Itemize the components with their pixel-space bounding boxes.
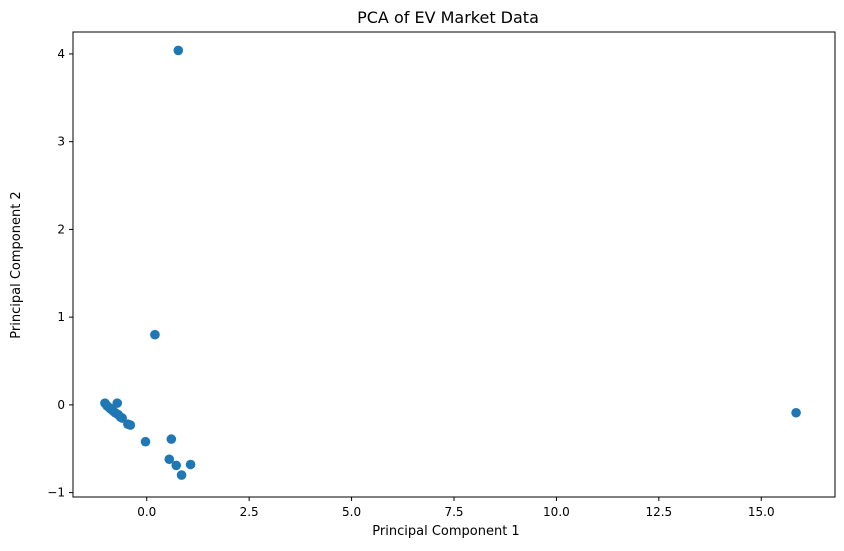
y-tick-label: 1	[57, 310, 65, 324]
scatter-point	[185, 459, 196, 470]
scatter-point	[171, 460, 182, 471]
x-tick-label: 7.5	[444, 505, 463, 519]
x-tick-label: 0.0	[137, 505, 156, 519]
x-axis-label: Principal Component 1	[372, 524, 519, 539]
x-tick-label: 5.0	[342, 505, 361, 519]
scatter-point	[117, 413, 127, 423]
plot-area-frame	[72, 31, 836, 498]
scatter-point	[173, 45, 184, 56]
x-tick-label: 12.5	[645, 505, 672, 519]
x-axis: 0.0 2.5 5.0 7.5 10.0 12.5 15.0	[137, 497, 775, 519]
chart-title: PCA of EV Market Data	[357, 8, 539, 27]
scatter-point	[791, 407, 801, 418]
scatter-point	[166, 434, 177, 444]
x-tick-label: 2.5	[240, 505, 259, 519]
scatter-point	[112, 398, 123, 408]
y-tick-label: 4	[57, 47, 65, 61]
scatter-points	[100, 45, 801, 480]
scatter-point	[140, 436, 151, 447]
y-tick-label: 0	[57, 398, 65, 412]
y-tick-label: −1	[47, 486, 65, 500]
scatter-point	[164, 454, 175, 465]
y-axis: −1 0 1 2 3 4	[47, 47, 73, 500]
y-tick-label: 2	[57, 222, 65, 236]
x-tick-label: 10.0	[543, 505, 570, 519]
x-tick-label: 15.0	[748, 505, 775, 519]
y-tick-label: 3	[57, 135, 65, 149]
y-axis-label: Principal Component 2	[9, 191, 24, 338]
scatter-point	[125, 420, 136, 430]
scatter-point	[150, 329, 160, 340]
scatter-point	[176, 470, 187, 480]
